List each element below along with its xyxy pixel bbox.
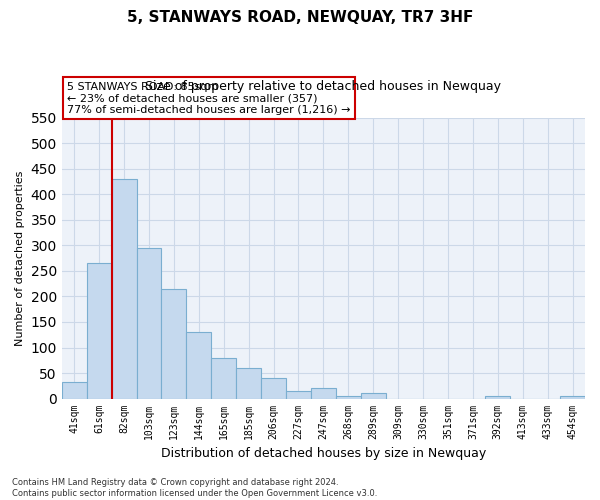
Y-axis label: Number of detached properties: Number of detached properties [15, 170, 25, 346]
Bar [236, 368, 261, 398]
Bar [286, 391, 311, 398]
Bar [336, 396, 361, 398]
Text: 5 STANWAYS ROAD: 85sqm
← 23% of detached houses are smaller (357)
77% of semi-de: 5 STANWAYS ROAD: 85sqm ← 23% of detached… [67, 82, 350, 115]
Bar [361, 394, 386, 398]
Bar [311, 388, 336, 398]
Bar [161, 289, 187, 399]
Bar [211, 358, 236, 399]
Bar [187, 332, 211, 398]
Title: Size of property relative to detached houses in Newquay: Size of property relative to detached ho… [145, 80, 502, 93]
Bar [87, 264, 112, 398]
X-axis label: Distribution of detached houses by size in Newquay: Distribution of detached houses by size … [161, 447, 486, 460]
Bar [261, 378, 286, 398]
Bar [137, 248, 161, 398]
Bar [62, 382, 87, 398]
Text: 5, STANWAYS ROAD, NEWQUAY, TR7 3HF: 5, STANWAYS ROAD, NEWQUAY, TR7 3HF [127, 10, 473, 25]
Bar [112, 179, 137, 398]
Bar [485, 396, 510, 398]
Text: Contains HM Land Registry data © Crown copyright and database right 2024.
Contai: Contains HM Land Registry data © Crown c… [12, 478, 377, 498]
Bar [560, 396, 585, 398]
